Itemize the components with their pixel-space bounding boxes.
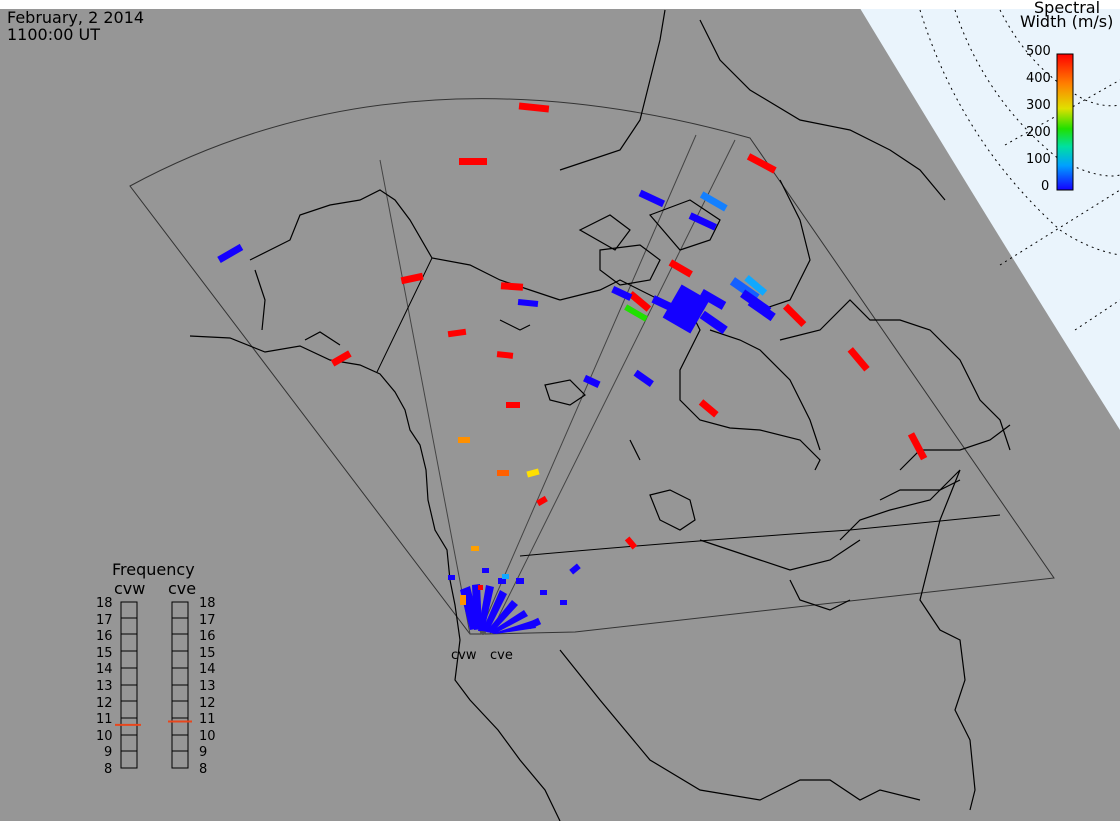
date-label: February, 2 2014	[7, 8, 145, 27]
radar-label-cve: cve	[490, 648, 513, 663]
polar-cap-region	[855, 0, 1120, 430]
cvw-column-label: cvw	[114, 579, 146, 598]
colorbar-tick: 200	[1026, 125, 1051, 140]
cve-column-label: cve	[168, 579, 197, 598]
backscatter-cells	[217, 102, 928, 634]
frequency-tick-right: 13	[199, 679, 216, 694]
frequency-tick-left: 9	[104, 745, 113, 761]
time-label: 1100:00 UT	[7, 25, 101, 44]
frequency-tick-right: 12	[199, 695, 216, 711]
colorbar-tick: 100	[1026, 152, 1051, 167]
colorbar-tick: 0	[1041, 179, 1050, 194]
frequency-tick-left: 11	[96, 712, 113, 728]
frequency-tick-right: 9	[199, 745, 208, 761]
colorbar-title-line2: Width (m/s)	[1020, 12, 1114, 31]
colorbar-title-line1: Spectral	[1034, 0, 1101, 17]
frequency-tick-left: 18	[96, 596, 113, 611]
frequency-panel	[120, 601, 189, 769]
frequency-tick-right: 10	[199, 728, 216, 744]
frequency-title: Frequency	[112, 560, 195, 579]
spectral-width-colorbar	[1056, 53, 1074, 191]
frequency-tick-left: 13	[96, 679, 113, 694]
frequency-tick-right: 8	[199, 762, 208, 777]
frequency-tick-right: 17	[199, 612, 216, 628]
frequency-tick-left: 14	[96, 662, 113, 678]
frequency-tick-left: 10	[96, 728, 113, 744]
top-strip	[0, 0, 1120, 9]
colorbar-tick: 500	[1026, 44, 1051, 59]
colorbar-tick: 400	[1026, 71, 1051, 86]
colorbar-tick: 300	[1026, 98, 1051, 113]
frequency-tick-left: 16	[96, 629, 113, 645]
frequency-tick-left: 8	[104, 762, 113, 777]
frequency-markers	[115, 720, 192, 726]
frequency-tick-right: 11	[199, 712, 216, 728]
colorbar-gradient	[1056, 53, 1074, 191]
frequency-tick-right: 15	[199, 645, 216, 661]
frequency-tick-right: 18	[199, 596, 216, 611]
frequency-tick-left: 17	[96, 612, 113, 628]
frequency-tick-right: 14	[199, 662, 216, 678]
frequency-tick-left: 15	[96, 645, 113, 661]
frequency-tick-left: 12	[96, 695, 113, 711]
frequency-tick-right: 16	[199, 629, 216, 645]
coastlines	[189, 9, 1011, 821]
latitude-circles	[919, 9, 1120, 331]
field-of-view-outline	[129, 98, 1055, 635]
radar-label-cvw: cvw	[451, 648, 477, 663]
